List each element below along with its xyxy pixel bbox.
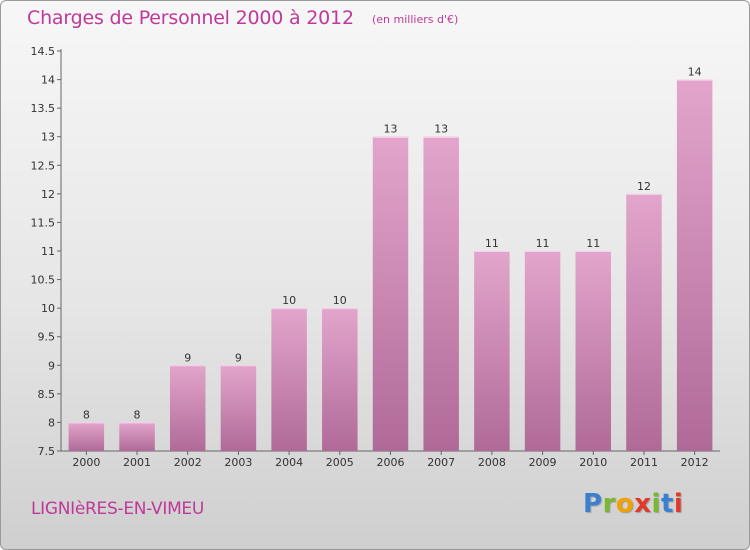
x-tick-label: 2010 bbox=[579, 456, 607, 469]
logo-letter: P bbox=[583, 489, 603, 519]
data-label: 11 bbox=[586, 237, 600, 250]
bar bbox=[271, 308, 307, 451]
bar bbox=[119, 422, 155, 451]
data-label: 14 bbox=[688, 66, 702, 79]
y-tick-label: 8 bbox=[48, 416, 55, 429]
x-tick-label: 2005 bbox=[326, 456, 354, 469]
chart-subtitle: (en milliers d'€) bbox=[372, 13, 459, 26]
y-tick-label: 8.5 bbox=[38, 388, 56, 401]
y-tick-label: 13.5 bbox=[31, 102, 56, 115]
y-tick-label: 14.5 bbox=[31, 45, 56, 58]
y-tick-label: 10 bbox=[41, 302, 55, 315]
bar bbox=[68, 422, 105, 451]
x-tick-label: 2012 bbox=[681, 456, 709, 469]
plot-area: 7.5 8 8.5 9 9.5 10 10.5 11 11.5 12 12.5 13 13.5 14 14.… bbox=[31, 45, 720, 469]
commune-name: LIGNIèRES-EN-VIMEU bbox=[31, 499, 205, 519]
y-tick-label: 7.5 bbox=[38, 445, 56, 458]
y-tick-label: 13 bbox=[41, 131, 55, 144]
data-label: 13 bbox=[434, 123, 448, 136]
x-tick-label: 2000 bbox=[72, 456, 100, 469]
bar bbox=[169, 365, 206, 451]
x-tick-label: 2006 bbox=[377, 456, 405, 469]
bar bbox=[322, 308, 358, 451]
y-tick-label: 10.5 bbox=[31, 274, 56, 287]
x-tick-label: 2009 bbox=[529, 456, 557, 469]
data-label: 10 bbox=[282, 294, 296, 307]
y-tick-label: 12 bbox=[41, 188, 55, 201]
logo-letter: i bbox=[673, 489, 684, 519]
bar bbox=[474, 251, 510, 451]
x-tick-label: 2007 bbox=[427, 456, 455, 469]
data-label: 8 bbox=[134, 408, 141, 421]
x-tick-label: 2002 bbox=[174, 456, 202, 469]
bar bbox=[220, 365, 257, 451]
y-tick-label: 14 bbox=[41, 74, 55, 87]
bar bbox=[524, 251, 561, 451]
data-label: 11 bbox=[536, 237, 550, 250]
x-tick-label: 2003 bbox=[224, 456, 252, 469]
logo-letter: r bbox=[602, 489, 616, 519]
bar bbox=[676, 79, 713, 452]
data-label: 10 bbox=[333, 294, 347, 307]
data-label: 13 bbox=[384, 123, 398, 136]
x-tick-label: 2004 bbox=[275, 456, 303, 469]
x-tick-label: 2008 bbox=[478, 456, 506, 469]
logo-letter: x bbox=[634, 489, 652, 519]
bar bbox=[575, 251, 612, 451]
y-tick-label: 12.5 bbox=[31, 159, 56, 172]
chart-title: Charges de Personnel 2000 à 2012 bbox=[27, 7, 354, 29]
bar bbox=[372, 136, 409, 451]
y-tick-label: 11.5 bbox=[31, 216, 56, 229]
x-tick-label: 2001 bbox=[123, 456, 151, 469]
data-label: 9 bbox=[235, 351, 242, 364]
y-tick-label: 9.5 bbox=[38, 331, 56, 344]
y-tick-label: 9 bbox=[48, 359, 55, 372]
bar bbox=[626, 193, 662, 451]
x-tick-label: 2011 bbox=[630, 456, 658, 469]
logo-letter: o bbox=[615, 489, 635, 519]
data-label: 12 bbox=[637, 180, 651, 193]
data-label: 9 bbox=[184, 351, 191, 364]
data-label: 11 bbox=[485, 237, 499, 250]
logo-letter: i bbox=[651, 489, 661, 519]
proxiti-logo: Proxiti bbox=[583, 489, 683, 519]
logo-letter: t bbox=[660, 489, 674, 519]
bar bbox=[423, 136, 459, 451]
data-label: 8 bbox=[83, 408, 90, 421]
y-tick-label: 11 bbox=[41, 245, 55, 258]
